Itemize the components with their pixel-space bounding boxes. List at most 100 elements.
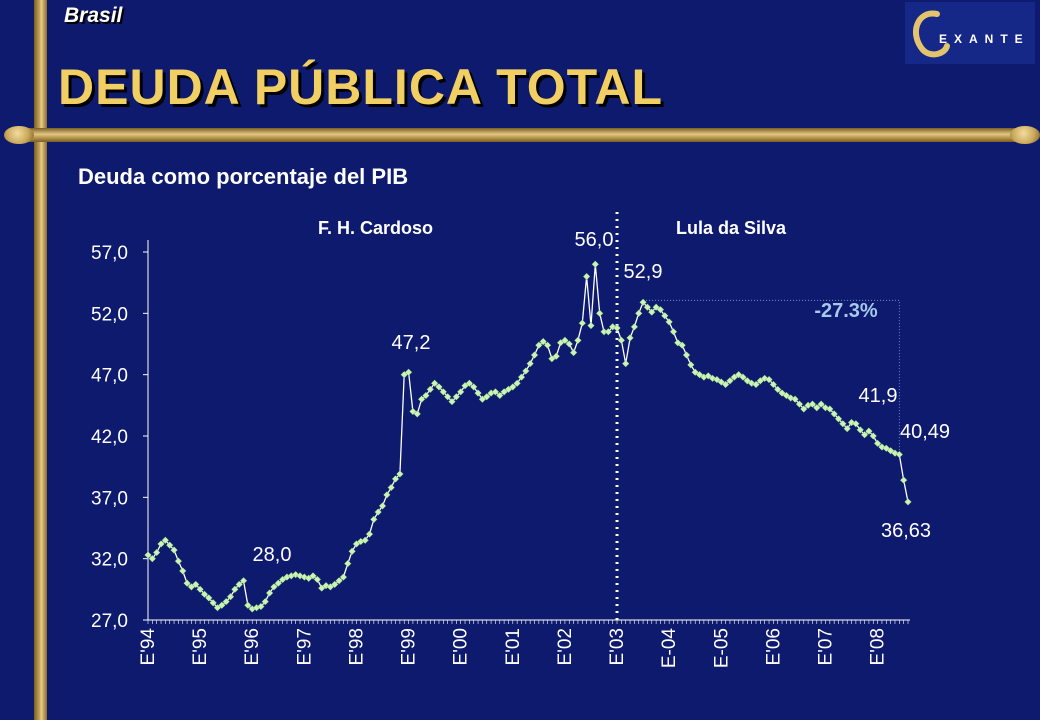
data-point [604, 328, 613, 336]
data-point [396, 470, 404, 478]
data-point [795, 400, 804, 408]
data-point [404, 368, 413, 376]
data-point [856, 426, 864, 434]
data-point [474, 389, 482, 397]
gold-vertical-bar [34, 0, 47, 720]
x-tick-label: E'02 [555, 628, 576, 665]
data-point [552, 352, 560, 360]
data-point [656, 305, 665, 314]
data-point [765, 375, 773, 384]
gold-horizontal-bar [8, 128, 1038, 142]
data-point [860, 431, 869, 439]
data-point [865, 427, 873, 435]
y-tick-label: 32,0 [91, 550, 128, 571]
data-point [726, 377, 734, 385]
y-tick-label: 37,0 [91, 488, 128, 509]
data-point [491, 388, 500, 396]
data-point [569, 348, 578, 357]
data-point [378, 502, 387, 510]
data-label: 28,0 [253, 544, 292, 566]
data-point [635, 309, 643, 318]
data-point [148, 554, 157, 563]
data-point [183, 579, 191, 587]
page-title: DEUDA PÚBLICA TOTAL [58, 59, 664, 115]
data-point [787, 394, 795, 402]
x-tick-label: E'99 [399, 628, 420, 665]
data-point [370, 515, 378, 524]
data-point [331, 580, 339, 589]
data-point [509, 383, 517, 391]
data-point [717, 378, 725, 386]
data-point [565, 340, 573, 348]
gold-bar-left-cap [4, 126, 34, 144]
y-tick-label: 27,0 [91, 611, 128, 632]
data-point [448, 397, 456, 406]
data-point [630, 323, 639, 331]
data-point [522, 367, 530, 375]
data-point [270, 583, 278, 591]
data-point [239, 577, 248, 585]
data-point [179, 567, 187, 575]
data-point [535, 341, 543, 349]
data-point [374, 508, 382, 516]
data-point [582, 272, 591, 281]
data-point [443, 393, 452, 401]
data-point [483, 393, 491, 401]
data-point [591, 260, 599, 268]
data-point [274, 579, 282, 587]
x-tick-label: E'06 [763, 628, 784, 665]
x-tick-label: E'07 [815, 628, 836, 665]
data-point [561, 336, 569, 345]
data-point [218, 601, 226, 609]
data-point [226, 593, 235, 601]
data-point [196, 585, 204, 594]
period-label-cardoso: F. H. Cardoso [318, 218, 434, 238]
data-point [578, 319, 586, 327]
data-point [309, 572, 317, 580]
data-point [808, 400, 817, 408]
data-point [452, 393, 461, 401]
data-point [574, 336, 582, 345]
data-point [422, 391, 430, 400]
data-point [426, 385, 434, 394]
data-point [643, 303, 652, 311]
x-tick-label: E'08 [868, 628, 889, 665]
data-point [626, 334, 634, 342]
data-point [622, 359, 630, 368]
chart-subtitle: Deuda como porcentaje del PIB [78, 164, 409, 189]
data-point [852, 420, 860, 428]
data-point [153, 548, 161, 557]
data-point [157, 540, 165, 548]
change-percent-label: -27.3% [814, 300, 878, 322]
x-tick-label: E'00 [451, 628, 472, 665]
data-point [721, 380, 730, 389]
data-point [144, 551, 152, 559]
data-point [791, 395, 799, 403]
data-point [513, 379, 521, 387]
data-point [361, 536, 369, 544]
logo-text: EXANTE [939, 32, 1030, 46]
data-point [800, 405, 808, 413]
data-point [613, 324, 621, 332]
data-point [678, 341, 686, 349]
data-point [904, 498, 912, 506]
y-tick-label: 52,0 [91, 304, 128, 325]
data-point [439, 388, 447, 396]
data-point [391, 475, 400, 483]
exante-logo: EXANTE [905, 2, 1035, 64]
data-point [826, 405, 834, 413]
data-point [339, 573, 348, 581]
data-point [365, 530, 374, 538]
data-point [617, 336, 626, 345]
data-point [817, 400, 825, 408]
data-point [526, 359, 534, 368]
data-point [739, 373, 747, 381]
x-tick-label: E-04 [659, 628, 680, 669]
data-point [205, 594, 213, 602]
x-tick-label: E'94 [138, 628, 159, 666]
y-tick-label: 42,0 [91, 427, 128, 448]
data-point [895, 450, 903, 459]
data-point [457, 388, 465, 396]
data-point [496, 391, 504, 400]
